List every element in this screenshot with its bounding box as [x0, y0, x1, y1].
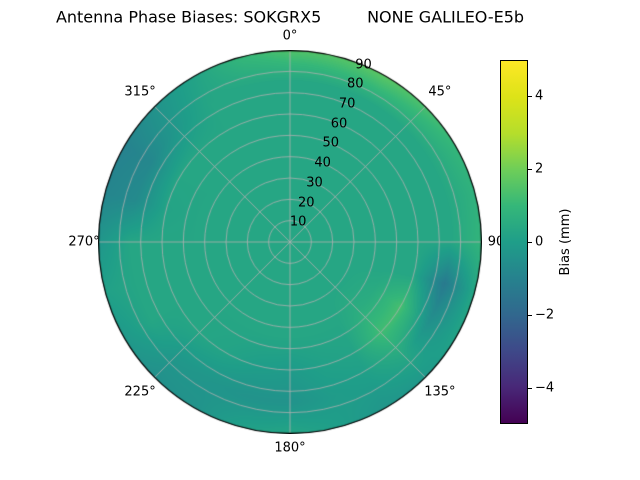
angular-tick-label: 225° — [124, 384, 156, 400]
colorbar-tick-label: 4 — [535, 88, 544, 104]
radial-tick-label: 50 — [322, 135, 340, 151]
radial-tick-label: 40 — [314, 155, 331, 171]
angular-tick-label: 180° — [274, 440, 306, 456]
colorbar-axis-label: Bias (mm) — [558, 208, 573, 276]
angular-tick-label: 45° — [428, 84, 452, 100]
angular-tick-label: 270° — [68, 234, 100, 250]
radial-tick-label: 20 — [298, 195, 315, 211]
angular-tick-label: 315° — [124, 84, 156, 100]
colorbar-tick — [528, 387, 532, 389]
colorbar — [500, 60, 528, 424]
chart-title: Antenna Phase Biases: SOKGRX5 NONE GALIL… — [55, 7, 525, 27]
radial-tick-label: 90 — [355, 57, 372, 73]
radial-tick-label: 70 — [338, 96, 356, 112]
colorbar-tick-label: 2 — [535, 161, 544, 177]
radial-tick-label: 60 — [330, 116, 348, 132]
radial-tick-label: 80 — [347, 76, 364, 92]
polar-heatmap-canvas — [98, 50, 482, 434]
colorbar-tick — [528, 96, 532, 98]
colorbar-tick-label: −2 — [535, 307, 555, 323]
angular-tick-label: 135° — [424, 384, 456, 400]
colorbar-tick — [528, 169, 532, 171]
colorbar-tick-label: 0 — [535, 234, 544, 250]
angular-tick-label: 0° — [282, 28, 298, 44]
radial-tick-label: 30 — [306, 175, 323, 191]
colorbar-tick — [528, 314, 532, 316]
colorbar-tick-label: −4 — [535, 380, 555, 396]
colorbar-tick — [528, 242, 532, 243]
radial-tick-label: 10 — [289, 214, 307, 230]
